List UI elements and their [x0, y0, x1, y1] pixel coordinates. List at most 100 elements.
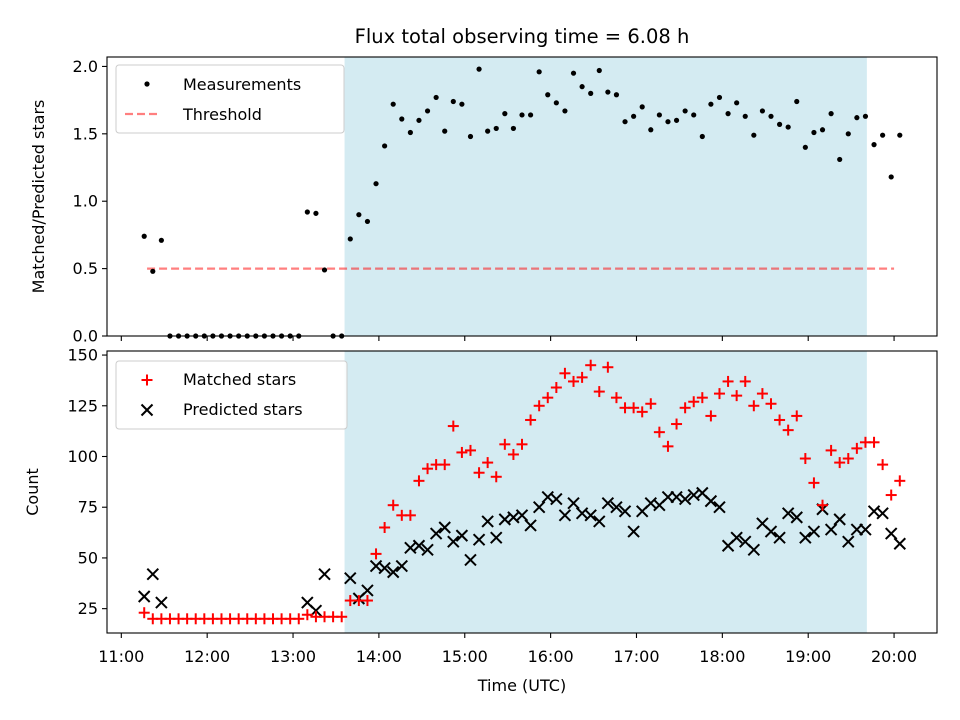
predicted-star-point — [807, 525, 821, 538]
matched-star-point — [550, 382, 562, 394]
matched-star-point — [447, 420, 459, 432]
legend-label-predicted: Predicted stars — [183, 400, 303, 419]
matched-star-point — [653, 426, 665, 438]
top-axes-frame — [106, 56, 938, 337]
matched-star-point — [696, 392, 708, 404]
predicted-star-point — [781, 507, 795, 520]
predicted-star-point — [747, 543, 761, 557]
predicted-star-point — [610, 501, 623, 514]
predicted-star-point — [558, 509, 572, 522]
matched-star-point — [422, 463, 434, 475]
predicted-star-point — [137, 590, 151, 603]
star-count-series — [137, 359, 907, 625]
matched-star-point — [894, 475, 906, 487]
predicted-star-point — [481, 515, 494, 528]
matched-star-point — [370, 548, 382, 560]
matched-star-point — [825, 444, 837, 456]
x-tick-label: 11:00 — [98, 647, 144, 666]
measurement-point — [665, 119, 671, 125]
legend-marker-measurements — [144, 81, 150, 87]
matched-star-point — [138, 607, 150, 619]
matched-star-point — [533, 400, 545, 412]
measurement-point — [699, 133, 705, 140]
matched-star-point — [877, 459, 889, 471]
measurement-point — [794, 98, 800, 105]
matched-star-point — [765, 398, 777, 410]
measurement-point — [150, 268, 156, 274]
predicted-star-point — [618, 505, 632, 518]
legend-label-threshold: Threshold — [182, 105, 262, 124]
measurement-point — [897, 132, 903, 138]
predicted-star-point — [447, 535, 460, 548]
matched-star-point — [293, 613, 305, 625]
measurement-point — [382, 143, 388, 149]
predicted-star-point — [824, 523, 838, 536]
measurement-point — [510, 125, 517, 132]
bottom-x-ticks: 11:00 12:00 13:00 14:00 15:00 16:00 17:00 18:00… — [98, 633, 917, 666]
measurement-point — [673, 117, 680, 123]
x-tick-label: 16:00 — [528, 647, 574, 666]
measurement-point — [631, 113, 637, 119]
predicted-star-point — [859, 523, 872, 536]
measurement-point — [562, 108, 568, 114]
bottom-observing-span — [344, 351, 867, 633]
matched-star-point — [842, 453, 854, 465]
predicted-star-point — [584, 509, 597, 522]
x-tick-label: 15:00 — [442, 647, 488, 666]
matched-star-point — [791, 410, 803, 422]
x-tick-label: 20:00 — [871, 647, 917, 666]
matched-star-point — [379, 522, 391, 534]
x-axis-label: Time (UTC) — [477, 676, 566, 695]
predicted-star-point — [799, 531, 812, 544]
predicted-star-point — [593, 515, 606, 528]
measurement-point — [433, 94, 439, 101]
measurement-point — [682, 108, 688, 114]
legend-marker-predicted — [140, 403, 154, 417]
measurement-point — [742, 113, 748, 119]
predicted-star-point — [395, 559, 409, 573]
measurement-point — [776, 121, 783, 127]
matched-star-point — [516, 438, 528, 450]
matched-star-point — [507, 448, 519, 460]
matched-star-point — [731, 390, 743, 402]
measurement-point — [519, 112, 525, 118]
predicted-star-point — [601, 496, 615, 510]
measurement-point — [356, 212, 362, 218]
predicted-star-point — [713, 501, 726, 514]
matched-star-point — [482, 457, 494, 469]
y-tick-label: 100 — [67, 447, 98, 466]
measurement-point — [691, 112, 697, 118]
measurement-point — [605, 89, 611, 95]
measurement-point — [828, 111, 834, 117]
measurement-point — [819, 127, 826, 133]
measurement-point — [304, 209, 310, 215]
measurement-point — [321, 267, 328, 273]
legend-dot — [144, 81, 150, 87]
predicted-star-point — [490, 531, 503, 544]
matched-star-point — [301, 609, 313, 621]
matched-star-point — [688, 396, 700, 408]
predicted-star-point — [678, 492, 692, 506]
measurement-point — [502, 111, 508, 117]
measurement-point — [407, 129, 413, 136]
matched-star-point — [885, 489, 897, 501]
matched-star-point — [610, 392, 622, 404]
top-y-axis-label: Matched/Predicted stars — [29, 100, 48, 294]
measurement-point — [364, 218, 371, 225]
predicted-star-point — [146, 567, 160, 581]
matched-star-point — [456, 446, 468, 458]
predicted-star-point — [567, 496, 580, 510]
measurement-point — [459, 101, 465, 107]
predicted-star-point — [412, 539, 426, 552]
measurement-point — [656, 112, 662, 118]
predicted-star-point — [472, 533, 486, 546]
measurement-point — [759, 108, 766, 114]
matched-star-point — [774, 414, 786, 426]
measurement-point — [588, 90, 594, 96]
matched-star-point — [585, 359, 597, 371]
matched-star-point — [705, 410, 717, 422]
matched-star-point — [542, 392, 554, 404]
matched-star-point — [817, 499, 829, 511]
predicted-star-point — [515, 509, 529, 522]
